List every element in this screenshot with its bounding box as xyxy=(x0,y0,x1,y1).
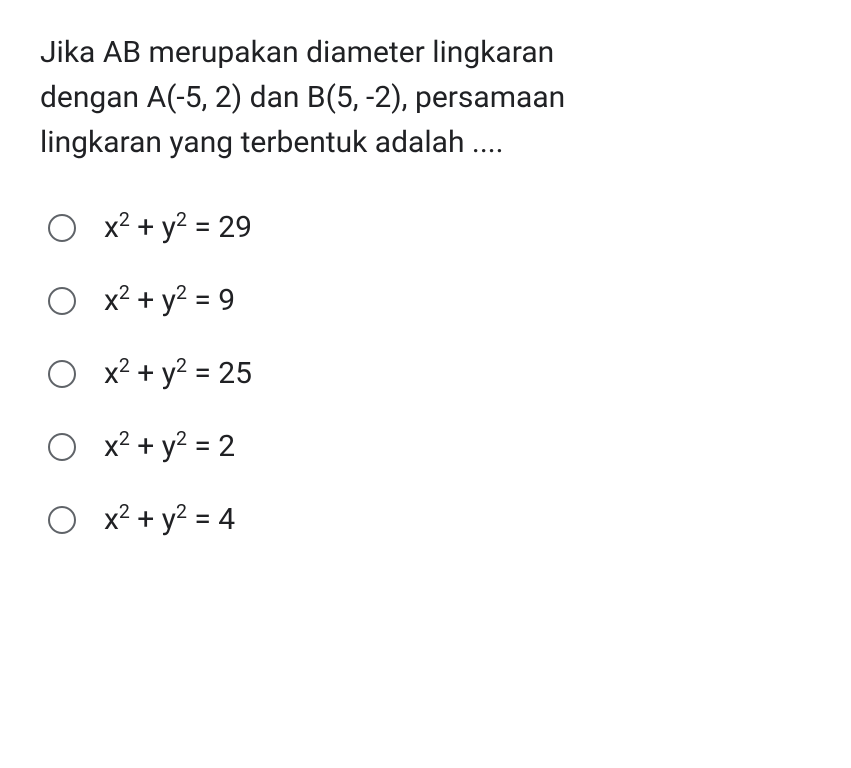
exp-y: 2 xyxy=(176,427,187,450)
options-container: x2 + y2 = 29 x2 + y2 = 9 x2 + y2 = 25 x2… xyxy=(40,210,811,537)
option-text: x2 + y2 = 4 xyxy=(104,502,235,537)
exp-x: 2 xyxy=(119,500,130,523)
plus: + xyxy=(130,210,162,245)
option-2[interactable]: x2 + y2 = 9 xyxy=(48,283,811,318)
var-y: y xyxy=(162,210,176,245)
plus: + xyxy=(130,283,162,318)
option-5[interactable]: x2 + y2 = 4 xyxy=(48,502,811,537)
rhs: 25 xyxy=(218,356,252,391)
eq: = xyxy=(187,283,218,318)
radio-icon xyxy=(48,433,76,461)
eq: = xyxy=(187,356,218,391)
rhs: 9 xyxy=(218,283,235,318)
eq: = xyxy=(187,502,218,537)
option-3[interactable]: x2 + y2 = 25 xyxy=(48,356,811,391)
question-line-3: lingkaran yang terbentuk adalah .... xyxy=(40,125,504,160)
option-text: x2 + y2 = 25 xyxy=(104,356,252,391)
eq: = xyxy=(187,429,218,464)
radio-icon xyxy=(48,360,76,388)
rhs: 2 xyxy=(218,429,235,464)
var-x: x xyxy=(104,429,119,464)
option-4[interactable]: x2 + y2 = 2 xyxy=(48,429,811,464)
option-text: x2 + y2 = 29 xyxy=(104,210,252,245)
exp-y: 2 xyxy=(176,500,187,523)
radio-icon xyxy=(48,506,76,534)
exp-y: 2 xyxy=(176,281,187,304)
radio-icon xyxy=(48,287,76,315)
option-1[interactable]: x2 + y2 = 29 xyxy=(48,210,811,245)
var-x: x xyxy=(104,283,119,318)
plus: + xyxy=(130,502,162,537)
exp-x: 2 xyxy=(119,427,130,450)
option-text: x2 + y2 = 2 xyxy=(104,429,235,464)
question-line-2: dengan A(-5, 2) dan B(5, -2), persamaan xyxy=(40,80,565,115)
option-text: x2 + y2 = 9 xyxy=(104,283,235,318)
rhs: 29 xyxy=(218,210,252,245)
var-x: x xyxy=(104,356,119,391)
exp-x: 2 xyxy=(119,281,130,304)
var-y: y xyxy=(162,356,176,391)
exp-y: 2 xyxy=(176,354,187,377)
plus: + xyxy=(130,356,162,391)
exp-x: 2 xyxy=(119,354,130,377)
var-y: y xyxy=(162,283,176,318)
radio-icon xyxy=(48,214,76,242)
var-y: y xyxy=(162,429,176,464)
rhs: 4 xyxy=(218,502,235,537)
question-text: Jika AB merupakan diameter lingkaran den… xyxy=(40,30,811,165)
var-x: x xyxy=(104,210,119,245)
var-y: y xyxy=(162,502,176,537)
question-line-1: Jika AB merupakan diameter lingkaran xyxy=(40,35,554,70)
plus: + xyxy=(130,429,162,464)
eq: = xyxy=(187,210,218,245)
exp-y: 2 xyxy=(176,208,187,231)
exp-x: 2 xyxy=(119,208,130,231)
var-x: x xyxy=(104,502,119,537)
